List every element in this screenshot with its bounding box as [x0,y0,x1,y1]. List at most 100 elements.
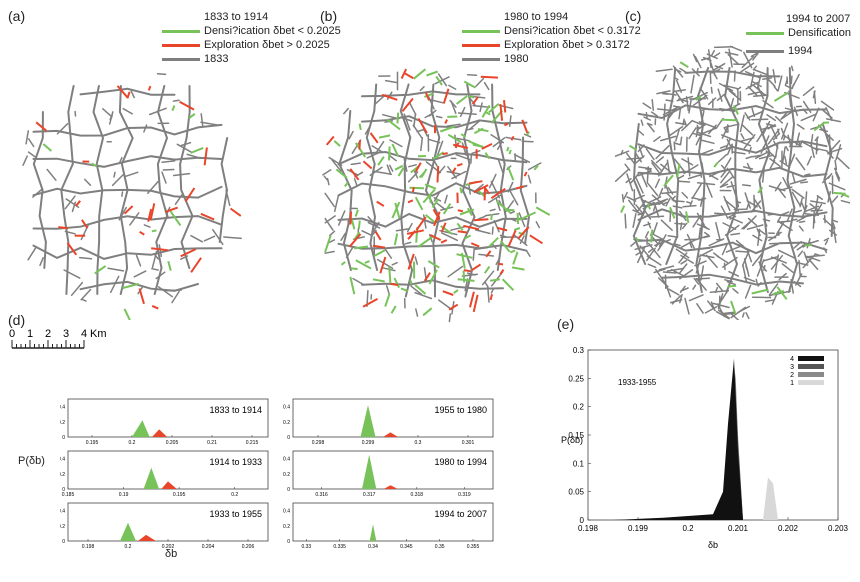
street-segment [725,87,736,95]
street-segment [767,124,776,130]
street-segment [479,102,483,113]
street-segment [393,233,399,246]
x-tick-label: 0.345 [400,544,413,550]
x-tick-label: 0.355 [467,544,480,550]
street-segment [685,211,690,224]
street-segment [825,107,833,122]
street-segment [463,269,472,273]
street-segment [624,163,631,171]
street-segment [700,149,714,155]
street-segment [633,194,645,201]
street-segment [743,258,750,277]
street-segment [673,68,682,73]
street-segment [810,209,823,212]
street-segment [762,120,771,136]
street-segment [663,103,666,121]
street-segment [390,282,399,286]
street-segment [172,172,191,177]
street-segment [148,107,167,116]
street-segment [676,174,685,180]
street-segment [701,139,715,145]
street-segment [337,210,346,226]
street-segment [646,166,650,183]
street-segment [766,77,776,88]
street-segment [793,106,799,117]
street-segment [756,127,767,143]
street-segment [635,251,641,256]
street-segment [675,122,686,125]
street-segment [724,51,739,56]
street-segment [667,187,674,195]
street-segment [658,268,666,272]
street-segment [742,264,748,283]
street-segment [526,251,531,258]
street-segment [391,143,399,157]
street-segment [681,222,688,230]
street-segment [503,99,507,113]
street-segment [422,307,433,317]
x-tick-label: 0.21 [207,440,217,446]
street-segment [654,178,661,189]
street-segment [672,205,683,209]
x-tick-label: 0.35 [435,544,445,550]
street-segment [715,282,724,292]
map-a-legend-exploration: Exploration δbet > 0.2025 [204,39,330,51]
street-network-map-a [22,72,242,320]
street-segment [27,151,37,159]
street-segment [615,169,629,182]
street-segment [470,242,480,248]
street-segment [109,275,120,294]
street-segment [786,208,793,223]
plot-frame [67,502,269,542]
map-c-legend: 1994 to 2007 Densification 1994 [746,12,851,58]
street-segment [615,150,630,158]
street-segment [447,265,464,278]
street-segment [372,229,377,235]
densification-layer [42,105,204,320]
street-segment [413,68,427,80]
x-tick-label: 0.301 [462,440,475,446]
scale-bar-unit: Km [90,328,107,340]
scale-bar-label: 2 [45,328,51,340]
street-segment [756,228,761,237]
street-segment [64,230,76,235]
panel-label-c: (c) [625,8,642,24]
y-tick-label: 0.4 [283,509,290,515]
street-segment [397,167,405,177]
street-segment [409,279,413,285]
street-segment [632,212,637,228]
street-segment [372,278,385,283]
street-segment [833,191,846,195]
street-segment [133,270,147,278]
street-segment [158,244,163,258]
street-segment [720,205,729,220]
street-segment [750,200,762,213]
plot-frame [292,450,494,490]
street-segment [735,200,742,204]
street-segment [519,235,525,245]
street-segment [473,218,489,222]
street-segment [403,71,414,80]
street-segment [507,229,517,247]
street-segment [777,220,784,226]
y-tick-label: 0.25 [568,374,584,383]
street-segment [802,86,815,97]
street-segment [456,95,468,105]
street-segment [442,203,452,215]
road-layer [22,72,242,304]
plot-frame [292,502,494,542]
street-segment [454,142,460,149]
x-tick-label: 0.317 [363,492,376,498]
panel-label-d: (d) [8,312,26,328]
street-segment [486,285,490,303]
street-segment [724,279,733,283]
street-segment [796,216,807,223]
street-segment [424,214,437,224]
y-tick-label: 0.4 [60,405,65,411]
street-segment [774,115,784,124]
street-segment [834,159,838,171]
street-segment [795,157,806,171]
street-segment [780,122,789,140]
street-segment [378,134,391,139]
street-segment [828,182,846,191]
